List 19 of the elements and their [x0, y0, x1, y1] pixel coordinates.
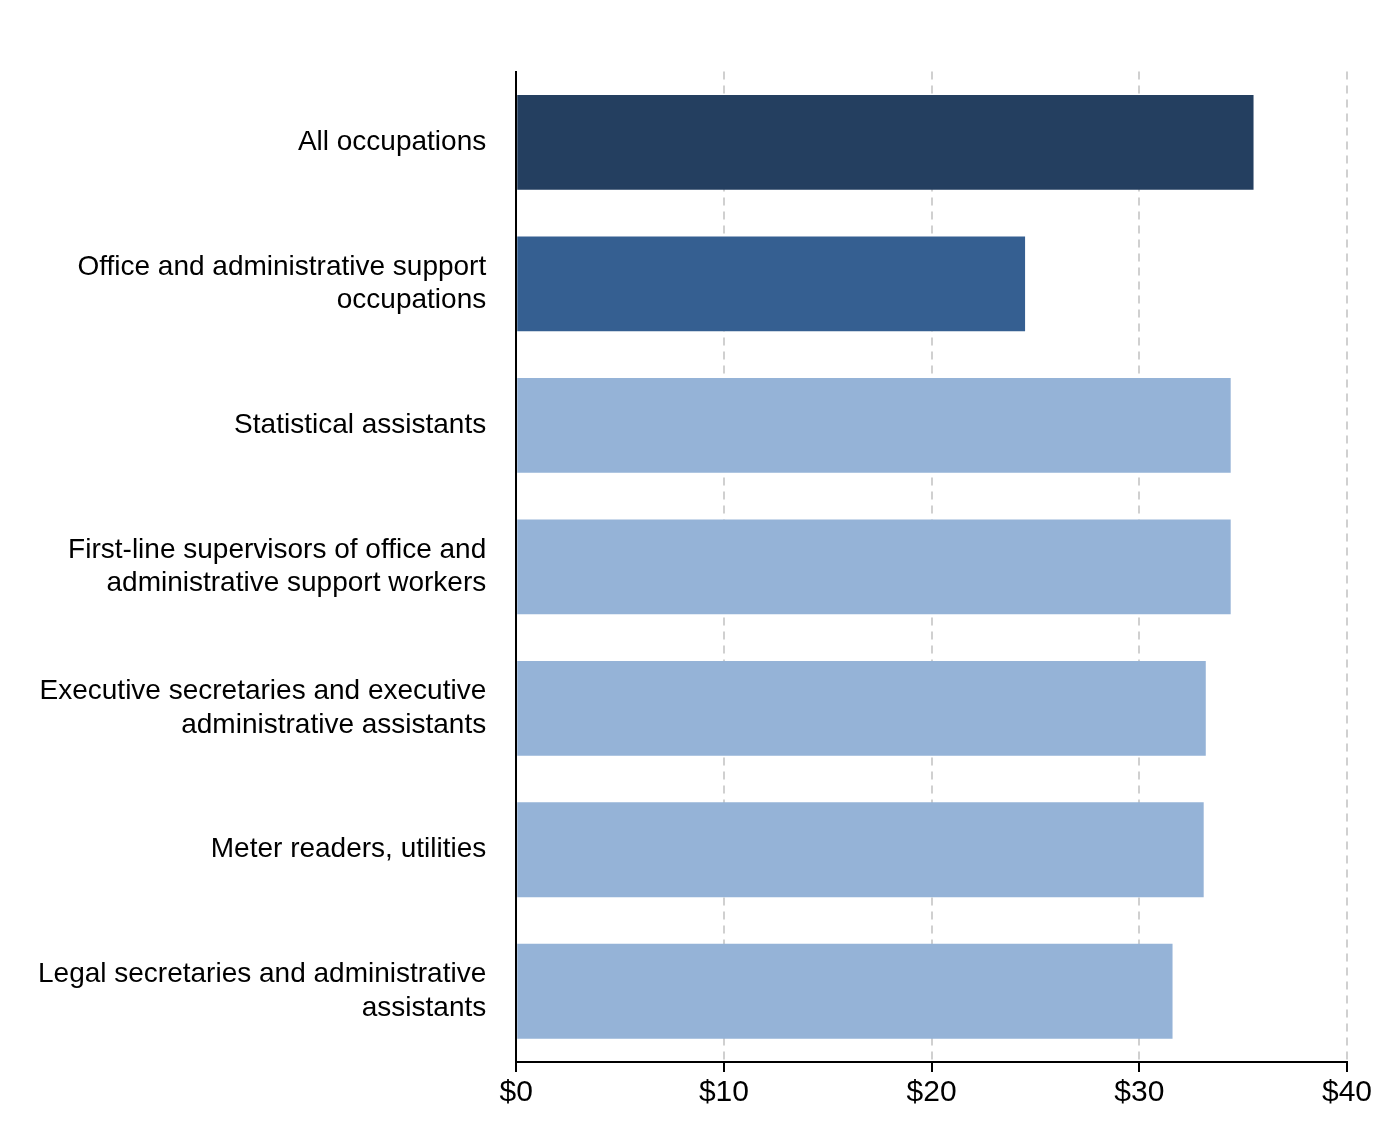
bar — [517, 660, 1206, 756]
bar — [517, 377, 1231, 473]
bar — [517, 943, 1173, 1039]
y-tick-label: Statistical assistants — [234, 408, 487, 440]
bar — [517, 94, 1254, 190]
y-tick-label: First-line supervisors of office and administrative support workers — [68, 532, 487, 598]
y-tick-label: Executive secretaries and executive administrative assistants — [39, 674, 487, 739]
x-tick-label: $0 — [499, 1074, 533, 1108]
x-tick-label: $20 — [906, 1074, 957, 1108]
y-tick-label: Legal secretaries and administrative assistants — [38, 957, 487, 1022]
x-tick-label: $30 — [1114, 1074, 1165, 1108]
x-tick-label: $40 — [1321, 1074, 1373, 1108]
y-tick-label: Office and administrative support occupations — [77, 249, 487, 315]
y-tick-label: All occupations — [297, 125, 487, 157]
bar — [517, 236, 1026, 332]
bar — [517, 802, 1204, 898]
bar — [517, 519, 1231, 615]
y-tick-label: Meter readers, utilities — [210, 832, 487, 864]
x-tick-label: $10 — [698, 1074, 749, 1108]
